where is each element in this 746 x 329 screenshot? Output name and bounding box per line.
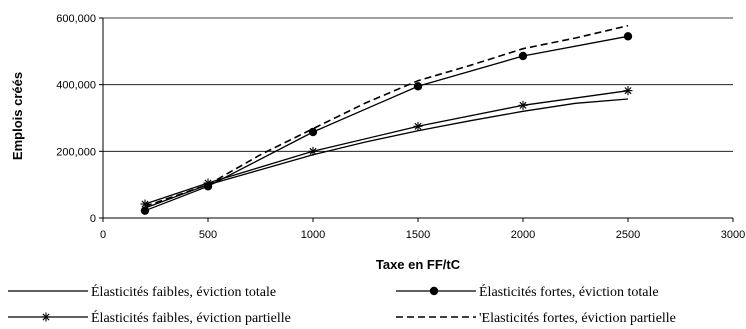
x-tick-label: 0 — [100, 229, 106, 241]
legend: Élasticités faibles, éviction totale Élas… — [8, 283, 676, 326]
legend-marker — [41, 312, 51, 322]
series-line — [144, 24, 629, 208]
y-tick-label: 0 — [90, 213, 96, 225]
series-3 — [140, 86, 633, 209]
x-tick-label: 1500 — [406, 229, 430, 241]
data-point — [518, 100, 528, 110]
data-point — [308, 146, 318, 156]
data-point — [140, 206, 150, 215]
data-point — [413, 82, 423, 91]
legend-item: Élasticités faibles, éviction totale — [8, 283, 276, 300]
x-tick-label: 2000 — [511, 229, 535, 241]
legend-label: 'Elasticités fortes, éviction partielle — [479, 311, 676, 326]
data-point — [623, 32, 633, 41]
x-tick-label: 1000 — [301, 229, 325, 241]
x-tick-label: 3000 — [721, 229, 745, 241]
y-axis-ticks: 0 200,000 400,000 600,000 — [56, 13, 103, 225]
series-line — [144, 98, 629, 209]
legend-label: Élasticités faibles, éviction totale — [91, 283, 276, 300]
legend-item: Élasticités faibles, éviction partielle — [8, 309, 291, 326]
y-axis-title: Emplois créés — [10, 72, 25, 160]
x-tick-label: 500 — [199, 229, 217, 241]
x-axis-ticks: 0 500 1000 1500 2000 2500 3000 — [100, 218, 745, 241]
data-point — [308, 127, 318, 137]
legend-label: Élasticités faibles, éviction partielle — [91, 309, 291, 326]
series-line — [144, 35, 629, 212]
series-1 — [144, 98, 629, 209]
data-point — [140, 199, 150, 209]
series-4 — [144, 24, 629, 208]
legend-marker — [429, 286, 439, 296]
y-tick-label: 600,000 — [56, 13, 96, 25]
legend-label: Élasticités fortes, éviction totale — [479, 283, 659, 300]
data-point — [413, 121, 423, 131]
x-tick-label: 2500 — [616, 229, 640, 241]
series-layer — [140, 24, 633, 215]
legend-item: 'Elasticités fortes, éviction partielle — [396, 311, 676, 326]
series-2 — [140, 32, 633, 215]
data-point — [518, 51, 528, 61]
y-tick-label: 200,000 — [56, 146, 96, 158]
series-line — [144, 90, 629, 205]
y-tick-label: 400,000 — [56, 80, 96, 92]
x-axis-title: Taxe en FF/tC — [376, 257, 461, 272]
legend-item: Élasticités fortes, éviction totale — [396, 283, 659, 300]
data-point — [623, 86, 633, 96]
